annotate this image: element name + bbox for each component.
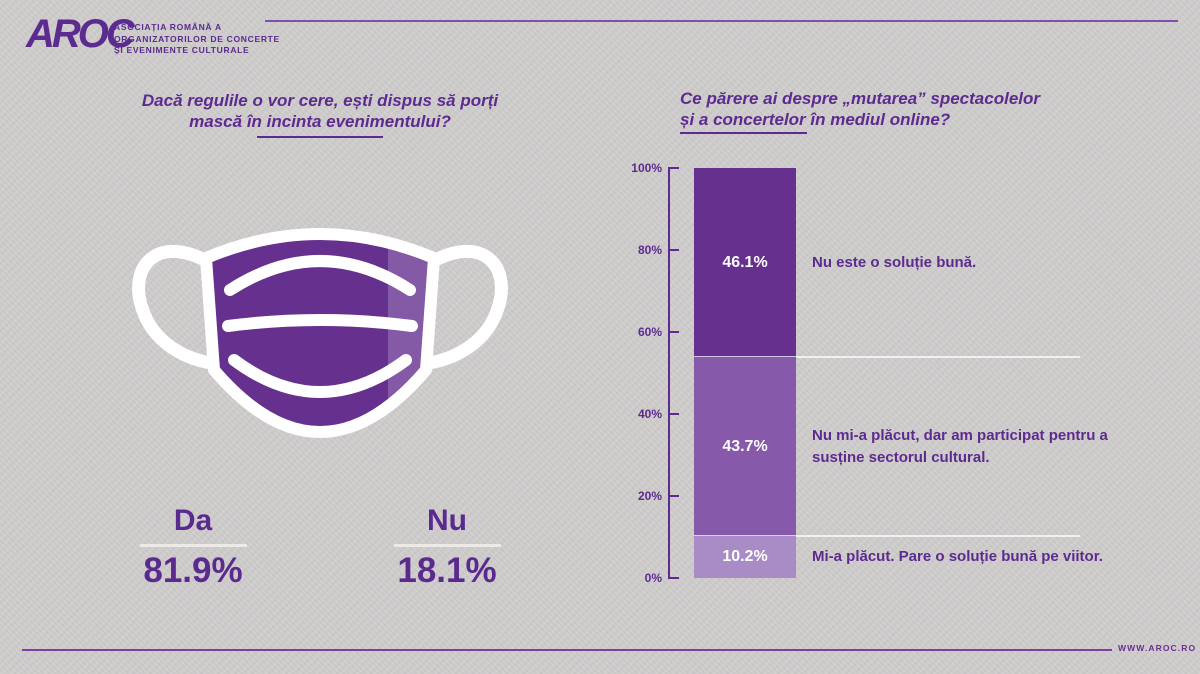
online-question-line1: Ce părere ai despre „mutarea” spectacole… xyxy=(680,89,1040,108)
bar-segment xyxy=(694,168,796,357)
mask-question-line2: mască în incinta evenimentului? xyxy=(189,112,451,131)
answer-no-label: Nu xyxy=(427,504,467,537)
y-tick-label: 20% xyxy=(637,489,662,503)
answer-yes-block: Da 81.9% xyxy=(103,505,283,589)
segment-percent-label: 10.2% xyxy=(722,548,768,566)
answer-yes-divider xyxy=(139,544,247,547)
mask-question-line1: Dacă regulile o vor cere, ești dispus să… xyxy=(141,91,499,110)
logo-tagline-line3: ȘI EVENIMENTE CULTURALE xyxy=(114,45,250,55)
footer-rule xyxy=(22,649,1112,651)
logo-tagline-line1: ASOCIAȚIA ROMÂNĂ A xyxy=(114,22,222,32)
y-tick-mark xyxy=(668,331,679,333)
online-question-underline xyxy=(680,132,807,134)
y-tick-mark xyxy=(668,167,679,169)
answer-no-divider xyxy=(393,544,501,547)
ear-loop-right xyxy=(415,245,508,371)
y-tick-label: 0% xyxy=(644,571,662,585)
y-tick-label: 60% xyxy=(637,325,662,339)
mask-fold-bottom xyxy=(228,354,412,398)
segment-separator-line xyxy=(694,356,1080,358)
face-mask-svg xyxy=(132,228,508,438)
answer-yes-label: Da xyxy=(173,504,213,537)
ear-loop-left xyxy=(132,245,225,371)
y-tick-label: 100% xyxy=(631,161,662,175)
segment-description-label: Nu mi-a plăcut, dar am participat pentru… xyxy=(812,426,1108,466)
logo-tagline: ASOCIAȚIA ROMÂNĂ A ORGANIZATORILOR DE CO… xyxy=(114,22,280,57)
bar-segment xyxy=(694,536,796,578)
y-axis-line xyxy=(668,168,670,578)
online-question: Ce părere ai despre „mutarea” spectacole… xyxy=(680,88,1100,130)
y-tick-label: 40% xyxy=(637,407,662,421)
mask-body-outline xyxy=(200,228,440,438)
mask-question-underline xyxy=(257,136,383,138)
segment-percent-label: 43.7% xyxy=(722,438,768,455)
mask-fold-middle xyxy=(222,314,418,332)
answer-no-block: Nu 18.1% xyxy=(357,505,537,589)
y-tick-mark xyxy=(668,413,679,415)
mask-question: Dacă regulile o vor cere, ești dispus să… xyxy=(120,90,520,132)
y-tick-mark xyxy=(668,495,679,497)
answer-yes-value: 81.9% xyxy=(143,551,243,590)
segment-separator-line xyxy=(694,535,1080,538)
logo-tagline-line2: ORGANIZATORILOR DE CONCERTE xyxy=(114,33,280,44)
segment-description-label: Mi-a plăcut. Pare o soluție bună pe viit… xyxy=(812,548,1103,566)
y-tick-label: 80% xyxy=(637,243,662,257)
online-question-line2: și a concertelor în mediul online? xyxy=(680,110,951,129)
segment-description-label: Nu este o soluție bună. xyxy=(812,253,977,271)
segment-percent-label: 46.1% xyxy=(722,254,768,271)
bar-segment xyxy=(694,357,796,537)
website-label: WWW.AROC.RO xyxy=(1118,643,1197,653)
y-tick-mark xyxy=(668,577,679,579)
y-tick-mark xyxy=(668,249,679,251)
face-mask-icon xyxy=(130,208,510,458)
answer-no-value: 18.1% xyxy=(397,551,497,590)
aroc-logo: AROC xyxy=(26,12,135,56)
mask-fold-top xyxy=(224,255,416,296)
header-divider-rule xyxy=(265,20,1178,22)
